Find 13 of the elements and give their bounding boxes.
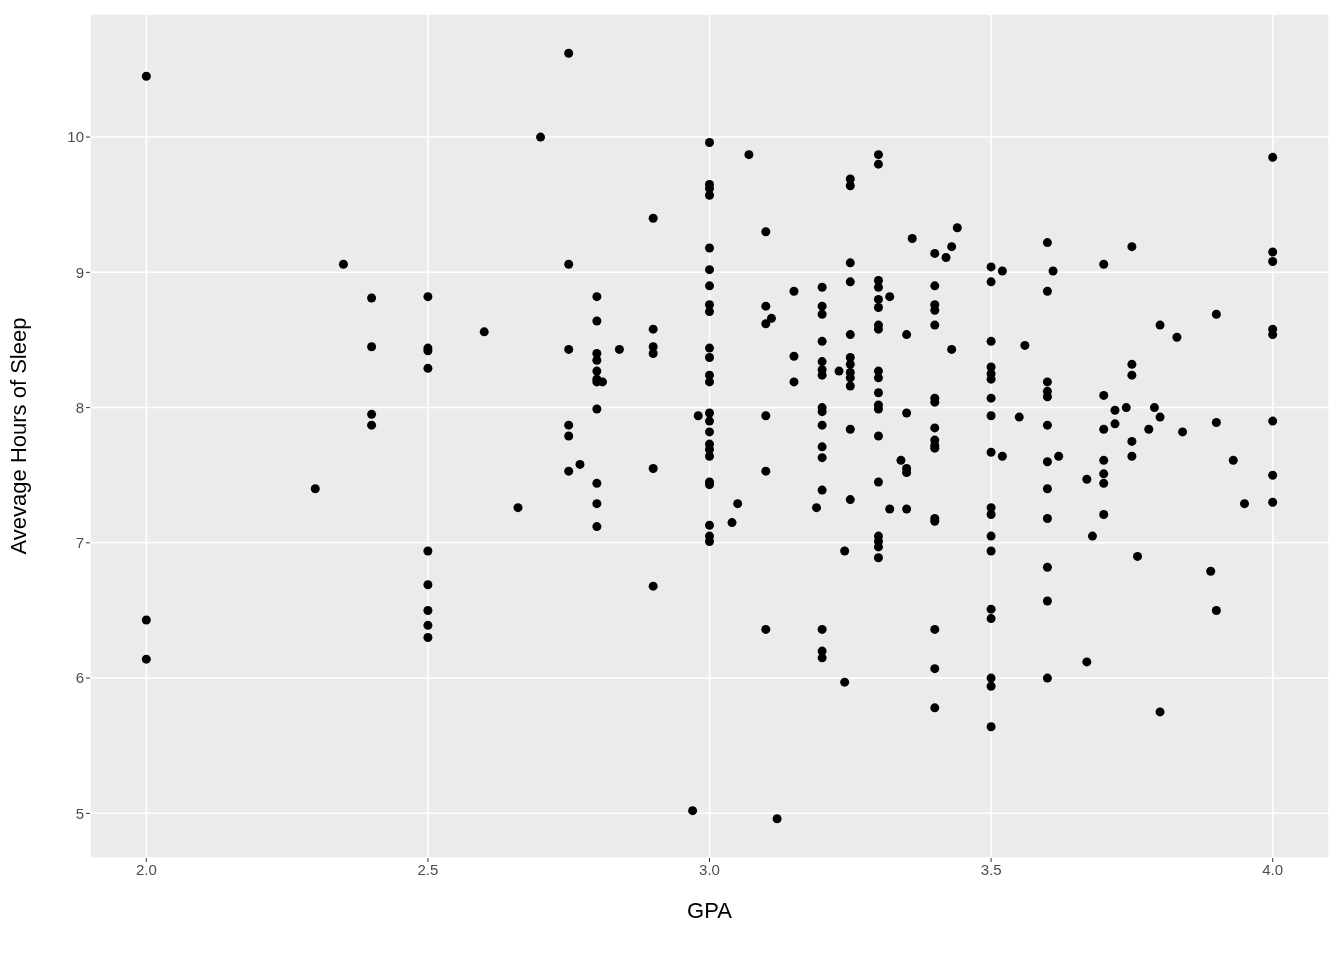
- y-tick-label: 7: [75, 534, 84, 552]
- y-axis-title: Avevage Hours of Sleep: [5, 317, 31, 555]
- x-tick-label: 4.0: [1262, 860, 1284, 878]
- x-tick-label: 2.0: [135, 860, 157, 878]
- y-tick-label: 6: [75, 669, 84, 687]
- x-tick-label: 2.5: [417, 860, 439, 878]
- y-tick-label: 5: [75, 804, 84, 822]
- y-tick-label: 9: [75, 263, 84, 281]
- y-tick-label: 10: [67, 128, 84, 146]
- y-tick-label: 8: [75, 398, 84, 416]
- x-axis-title: GPA: [687, 898, 733, 923]
- x-tick-label: 3.5: [980, 860, 1002, 878]
- x-tick-label: 3.0: [699, 860, 720, 878]
